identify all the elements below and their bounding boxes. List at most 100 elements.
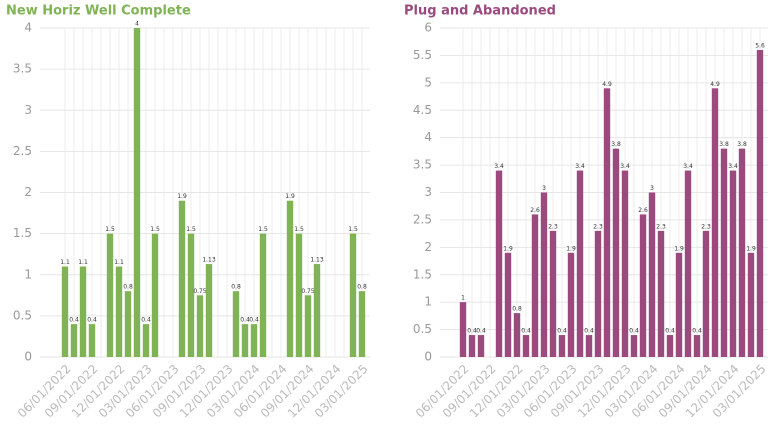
value-label: 0.4	[665, 328, 675, 335]
bar	[70, 324, 78, 357]
y-tick-label: 2	[424, 240, 432, 254]
bar	[241, 324, 249, 357]
bar	[513, 313, 521, 357]
value-label: 0.4	[141, 317, 151, 324]
bar	[594, 230, 602, 357]
bar	[178, 200, 186, 357]
y-tick-label: 4	[24, 21, 32, 35]
bar	[88, 324, 96, 357]
bar	[459, 302, 467, 357]
value-label: 1.5	[294, 226, 304, 233]
value-label: 3.8	[719, 141, 729, 148]
bar	[612, 148, 620, 357]
value-label: 1.9	[503, 245, 513, 252]
bar	[675, 252, 683, 357]
y-tick-label: 0.5	[413, 322, 432, 336]
bar	[304, 295, 312, 357]
value-label: 3	[650, 185, 654, 192]
bar	[133, 28, 141, 357]
bar	[621, 170, 629, 357]
y-tick-label: 4	[424, 130, 432, 144]
bar	[684, 170, 692, 357]
value-label: 1.9	[746, 245, 756, 252]
value-label: 1.9	[566, 245, 576, 252]
y-tick-label: 1.5	[13, 226, 32, 240]
value-label: 4.9	[710, 81, 720, 88]
value-label: 1.13	[202, 257, 216, 264]
value-label: 1.5	[105, 226, 115, 233]
bar	[495, 170, 503, 357]
bar	[504, 252, 512, 357]
bar	[558, 335, 566, 357]
value-label: 5.6	[755, 42, 765, 49]
bar	[549, 230, 557, 357]
y-tick-label: 1	[24, 267, 32, 281]
bar	[468, 335, 476, 357]
value-label: 3	[542, 185, 546, 192]
value-label: 0.4	[476, 328, 486, 335]
value-label: 3.8	[737, 141, 747, 148]
bar	[196, 295, 204, 357]
bar	[630, 335, 638, 357]
bar	[738, 148, 746, 357]
value-label: 1.5	[186, 226, 196, 233]
y-tick-label: 3.5	[13, 62, 32, 76]
y-tick-label: 5	[424, 75, 432, 89]
value-label: 1.1	[78, 259, 88, 266]
value-label: 1.1	[60, 259, 70, 266]
bar	[124, 291, 132, 357]
bar	[540, 192, 548, 357]
value-label: 4.9	[602, 81, 612, 88]
value-label: 0.75	[193, 288, 207, 295]
value-label: 0.4	[249, 317, 259, 324]
value-label: 0.4	[629, 328, 639, 335]
bar	[477, 335, 485, 357]
y-tick-label: 2.5	[413, 212, 432, 226]
value-label: 2.3	[656, 223, 666, 230]
value-label: 2.3	[593, 223, 603, 230]
value-label: 0.4	[557, 328, 567, 335]
y-tick-label: 3	[24, 103, 32, 117]
value-label: 0.4	[69, 317, 79, 324]
value-label: 0.4	[692, 328, 702, 335]
bar	[729, 170, 737, 357]
value-label: 4	[135, 21, 139, 28]
bar	[531, 214, 539, 357]
value-label: 2.3	[701, 223, 711, 230]
bar	[151, 233, 159, 357]
y-tick-label: 3	[424, 185, 432, 199]
value-label: 0.75	[301, 288, 315, 295]
value-label: 1.9	[177, 193, 187, 200]
bar	[313, 264, 321, 357]
y-tick-label: 6	[424, 21, 432, 35]
value-label: 2.6	[638, 207, 648, 214]
value-label: 0.4	[467, 328, 477, 335]
bar	[187, 233, 195, 357]
bar	[79, 266, 87, 357]
bar	[693, 335, 701, 357]
bar	[711, 88, 719, 358]
bar	[567, 252, 575, 357]
value-label: 1.5	[258, 226, 268, 233]
bar	[358, 291, 366, 357]
bar	[232, 291, 240, 357]
y-tick-label: 2.5	[13, 144, 32, 158]
y-tick-label: 4.5	[413, 103, 432, 117]
value-label: 1.5	[150, 226, 160, 233]
bar	[756, 49, 764, 357]
bar	[666, 335, 674, 357]
bar	[115, 266, 123, 357]
y-tick-label: 0.5	[13, 308, 32, 322]
value-label: 1.1	[114, 259, 124, 266]
chart-title: Plug and Abandoned	[404, 4, 556, 19]
bar	[349, 233, 357, 357]
bar	[286, 200, 294, 357]
value-label: 0.8	[512, 306, 522, 313]
chart-title: New Horiz Well Complete	[6, 4, 191, 19]
value-label: 0.8	[123, 284, 133, 291]
value-label: 3.4	[683, 163, 693, 170]
bar	[747, 252, 755, 357]
bar	[720, 148, 728, 357]
value-label: 1.5	[348, 226, 358, 233]
